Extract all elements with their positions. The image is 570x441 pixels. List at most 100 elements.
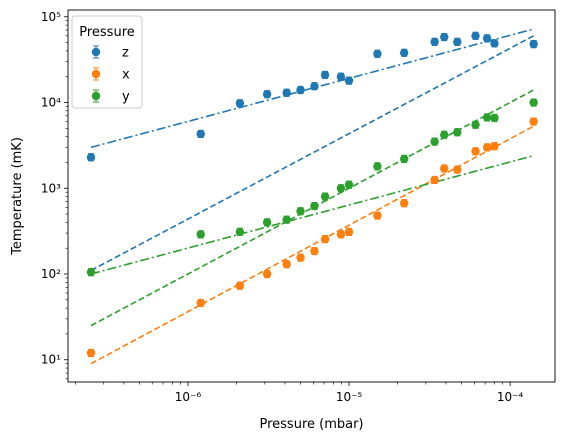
marker [453,165,462,174]
marker [310,82,319,91]
data-point-z [453,37,462,47]
x-axis-label: Pressure (mbar) [259,417,363,432]
marker [296,85,305,95]
legend-entry-z: z [91,45,129,61]
marker [430,175,439,185]
marker [529,117,538,126]
legend-marker [91,47,101,57]
data-point-z [490,39,499,48]
marker [196,298,205,308]
marker [453,128,462,137]
data-point-y [471,120,480,129]
data-point-x [296,253,305,262]
marker [344,76,354,85]
marker [471,147,480,156]
x-tick-label: 10⁻⁵ [336,390,363,404]
data-point-y [282,215,291,224]
data-point-z [262,90,272,99]
data-point-y [320,192,330,201]
data-point-x [430,175,439,185]
marker [310,201,319,211]
data-point-y [296,207,305,216]
marker [86,348,96,358]
x-tick-label: 10⁻⁶ [175,390,202,404]
data-point-y [440,130,449,140]
marker [196,230,205,239]
y-axis-label: Temperature (mK) [10,137,25,256]
data-point-x [529,117,538,126]
y-tick-label: 10⁴ [41,96,61,110]
data-point-z [296,85,305,95]
y-tick-label: 10¹ [41,353,61,367]
data-points [86,31,538,358]
data-point-x [453,165,462,174]
marker [310,246,319,256]
data-point-x [196,298,205,308]
legend-label: z [122,46,129,61]
marker [399,48,409,58]
data-point-y [453,128,462,137]
marker [373,162,382,171]
marker [320,70,330,80]
fit-line-z-dashed [90,35,535,272]
legend: Pressure zxy [71,15,143,109]
marker [296,207,305,216]
data-point-x [399,198,409,208]
marker [296,253,305,262]
legend-label: x [122,68,130,83]
data-point-y [373,162,382,171]
data-point-z [399,48,409,58]
marker [440,130,449,140]
data-point-z [336,72,346,81]
marker [235,99,245,108]
marker [529,98,538,107]
data-point-x [320,234,330,244]
legend-entry-y: y [91,89,130,105]
y-tick-label: 10² [41,267,61,281]
marker [529,39,538,49]
data-point-z [430,37,439,47]
data-point-z [235,99,245,108]
data-point-y [399,154,409,164]
marker [336,184,346,193]
legend-label: y [122,90,130,105]
marker [482,34,492,43]
data-point-y [196,230,205,239]
marker [320,234,330,244]
data-point-z [529,39,538,49]
data-point-x [262,269,272,279]
legend-entries: zxy [91,45,130,105]
marker [282,260,291,269]
marker [490,113,499,123]
legend-title: Pressure [79,25,135,40]
marker [282,215,291,224]
data-point-x [86,348,96,358]
fit-line-y-dashdot [90,154,534,275]
legend-marker [91,91,101,101]
data-point-x [310,246,319,256]
data-point-y [235,227,245,237]
marker [482,113,492,122]
data-point-z [471,31,480,41]
data-point-y [529,98,538,107]
marker [430,37,439,47]
data-point-x [235,281,245,290]
marker [373,211,382,220]
data-point-z [373,49,382,59]
data-point-x [482,143,492,152]
marker [320,192,330,201]
y-tick-label: 10³ [41,181,61,195]
data-point-z [344,76,354,85]
y-tick-label: 10⁵ [41,10,61,24]
marker [262,269,272,279]
data-point-y [336,184,346,193]
marker [196,129,205,139]
marker [399,154,409,164]
data-point-z [440,32,449,42]
marker [399,198,409,208]
data-point-x [490,141,499,151]
marker [235,281,245,290]
marker [344,180,354,189]
data-point-z [282,88,291,97]
